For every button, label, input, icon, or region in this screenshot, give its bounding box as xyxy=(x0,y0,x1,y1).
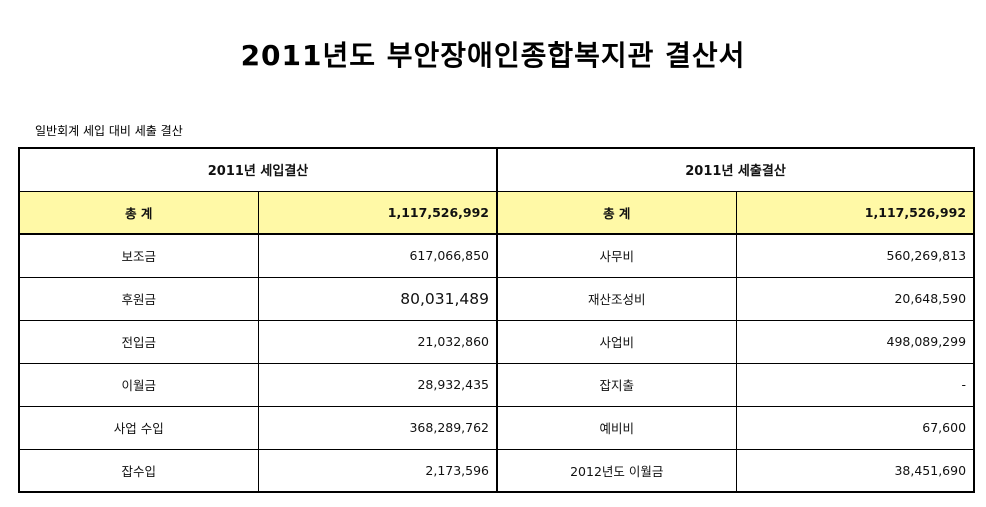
income-header: 2011년 세입결산 xyxy=(18,147,499,192)
expense-amount: 560,269,813 xyxy=(735,233,975,278)
expense-amount: 67,600 xyxy=(735,405,975,450)
income-label: 전입금 xyxy=(18,319,259,364)
income-amount: 21,032,860 xyxy=(257,319,499,364)
expense-amount: 38,451,690 xyxy=(735,448,975,493)
income-amount: 2,173,596 xyxy=(257,448,499,493)
table-row: 전입금 21,032,860 사업비 498,089,299 xyxy=(18,319,975,364)
income-amount: 617,066,850 xyxy=(257,233,499,278)
table-row: 잡수입 2,173,596 2012년도 이월금 38,451,690 xyxy=(18,448,975,493)
table-row: 보조금 617,066,850 사무비 560,269,813 xyxy=(18,233,975,278)
table-row: 후원금 80,031,489 재산조성비 20,648,590 xyxy=(18,276,975,321)
expense-amount: - xyxy=(735,362,975,407)
table-row: 사업 수입 368,289,762 예비비 67,600 xyxy=(18,405,975,450)
expense-total-label: 총 계 xyxy=(496,190,737,235)
income-label: 잡수입 xyxy=(18,448,259,493)
expense-header: 2011년 세출결산 xyxy=(496,147,975,192)
income-label: 보조금 xyxy=(18,233,259,278)
settlement-table: 2011년 세입결산 2011년 세출결산 총 계 1,117,526,992 … xyxy=(18,147,976,493)
expense-label: 예비비 xyxy=(496,405,737,450)
income-label: 후원금 xyxy=(18,276,259,321)
expense-label: 2012년도 이월금 xyxy=(496,448,737,493)
income-amount: 368,289,762 xyxy=(257,405,499,450)
income-amount: 80,031,489 xyxy=(257,276,499,321)
table-row: 이월금 28,932,435 잡지출 - xyxy=(18,362,975,407)
expense-label: 잡지출 xyxy=(496,362,737,407)
income-label: 사업 수입 xyxy=(18,405,259,450)
income-total-label: 총 계 xyxy=(18,190,259,235)
expense-label: 재산조성비 xyxy=(496,276,737,321)
income-label: 이월금 xyxy=(18,362,259,407)
expense-label: 사무비 xyxy=(496,233,737,278)
expense-amount: 20,648,590 xyxy=(735,276,975,321)
expense-label: 사업비 xyxy=(496,319,737,364)
expense-amount: 498,089,299 xyxy=(735,319,975,364)
table-header-row: 2011년 세입결산 2011년 세출결산 xyxy=(18,147,975,192)
page-title: 2011년도 부안장애인종합복지관 결산서 xyxy=(240,39,746,72)
total-row: 총 계 1,117,526,992 총 계 1,117,526,992 xyxy=(18,190,975,235)
income-total-amount: 1,117,526,992 xyxy=(257,190,499,235)
section-subtitle: 일반회계 세입 대비 세출 결산 xyxy=(35,124,183,138)
income-amount: 28,932,435 xyxy=(257,362,499,407)
expense-total-amount: 1,117,526,992 xyxy=(735,190,975,235)
